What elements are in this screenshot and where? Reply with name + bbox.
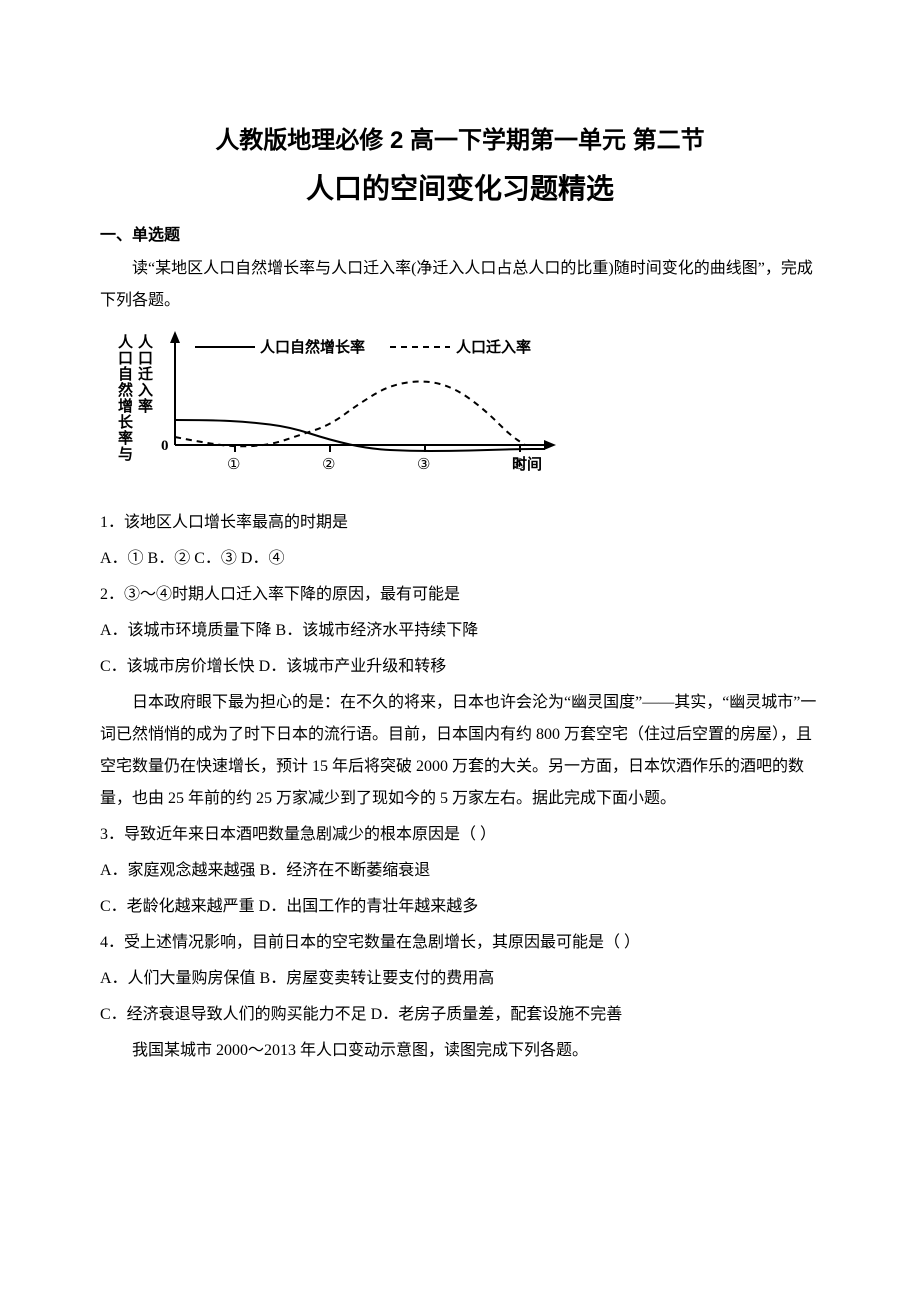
svg-text:率: 率 — [118, 429, 133, 447]
chart-figure: 人口自然增长率与人口迁入率0①②③④时间人口自然增长率人口迁入率 — [100, 325, 820, 495]
title-line-1: 人教版地理必修 2 高一下学期第一单元 第二节 — [100, 120, 820, 155]
chart-svg: 人口自然增长率与人口迁入率0①②③④时间人口自然增长率人口迁入率 — [100, 325, 560, 495]
svg-text:口: 口 — [118, 351, 133, 367]
q2-options-cd: C．该城市房价增长快 D．该城市产业升级和转移 — [100, 651, 820, 683]
svg-text:与: 与 — [118, 446, 133, 463]
svg-text:人口迁入率: 人口迁入率 — [456, 338, 531, 356]
svg-text:③: ③ — [417, 457, 430, 473]
svg-text:增: 增 — [118, 397, 133, 415]
svg-text:长: 长 — [118, 413, 134, 431]
q4-options-ab: A．人们大量购房保值 B．房屋变卖转让要支付的费用高 — [100, 963, 820, 995]
svg-text:入: 入 — [138, 382, 153, 399]
svg-text:口: 口 — [138, 351, 153, 367]
svg-text:①: ① — [227, 457, 240, 473]
q3-options-ab: A．家庭观念越来越强 B．经济在不断萎缩衰退 — [100, 855, 820, 887]
title-line-2: 人口的空间变化习题精选 — [100, 167, 820, 207]
q3-options-cd: C．老龄化越来越严重 D．出国工作的青壮年越来越多 — [100, 891, 820, 923]
q1-options: A．① B．② C．③ D．④ — [100, 543, 820, 575]
q3: 3．导致近年来日本酒吧数量急剧减少的根本原因是（ ） — [100, 819, 820, 851]
svg-text:迁: 迁 — [138, 365, 153, 383]
passage-3: 我国某城市 2000～2013 年人口变动示意图，读图完成下列各题。 — [100, 1035, 820, 1067]
passage-1-intro: 读“某地区人口自然增长率与人口迁入率(净迁入人口占总人口的比重)随时间变化的曲线… — [100, 253, 820, 317]
q2-options-ab: A．该城市环境质量下降 B．该城市经济水平持续下降 — [100, 615, 820, 647]
svg-text:②: ② — [322, 457, 335, 473]
q4: 4．受上述情况影响，目前日本的空宅数量在急剧增长，其原因最可能是（ ） — [100, 927, 820, 959]
svg-text:人: 人 — [118, 334, 134, 351]
q4-options-cd: C．经济衰退导致人们的购买能力不足 D．老房子质量差，配套设施不完善 — [100, 999, 820, 1031]
svg-text:自: 自 — [118, 365, 133, 383]
section-heading: 一、单选题 — [100, 221, 820, 245]
q2: 2．③～④时期人口迁入率下降的原因，最有可能是 — [100, 579, 820, 611]
svg-text:人口自然增长率: 人口自然增长率 — [260, 338, 365, 356]
svg-text:0: 0 — [161, 438, 169, 454]
q1: 1．该地区人口增长率最高的时期是 — [100, 507, 820, 539]
svg-text:然: 然 — [118, 381, 133, 399]
svg-text:人: 人 — [138, 334, 154, 351]
svg-text:率: 率 — [138, 397, 153, 415]
svg-text:时间: 时间 — [512, 455, 542, 473]
passage-2: 日本政府眼下最为担心的是：在不久的将来，日本也许会沦为“幽灵国度”——其实，“幽… — [100, 687, 820, 815]
